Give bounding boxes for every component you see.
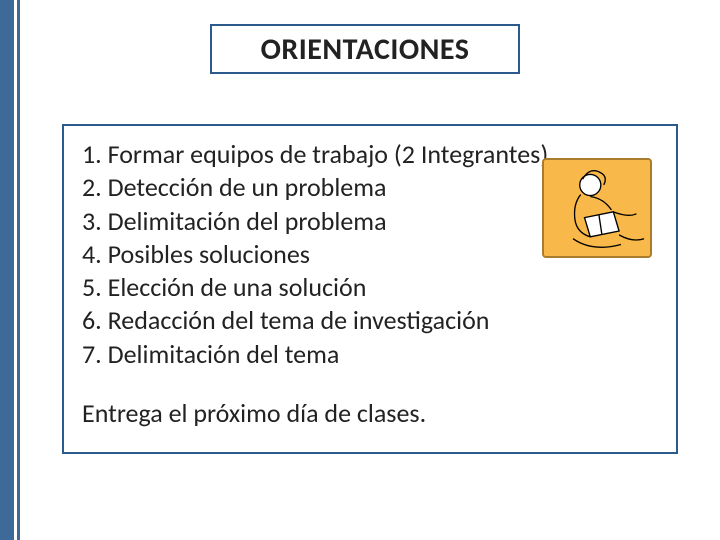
list-item: 6. Redacción del tema de investigación [82,304,658,337]
list-item: 7. Delimitación del tema [82,338,658,371]
list-item: 5. Elección de una solución [82,271,658,304]
reading-figure-icon [542,158,652,258]
accent-thin-stripe [17,0,20,540]
title-text: ORIENTACIONES [261,31,470,68]
content-box: 1. Formar equipos de trabajo (2 Integran… [62,124,678,454]
accent-bar [0,0,22,540]
accent-main-stripe [0,0,14,540]
title-box: ORIENTACIONES [210,24,520,74]
footer-text: Entrega el próximo día de clases. [82,397,658,429]
